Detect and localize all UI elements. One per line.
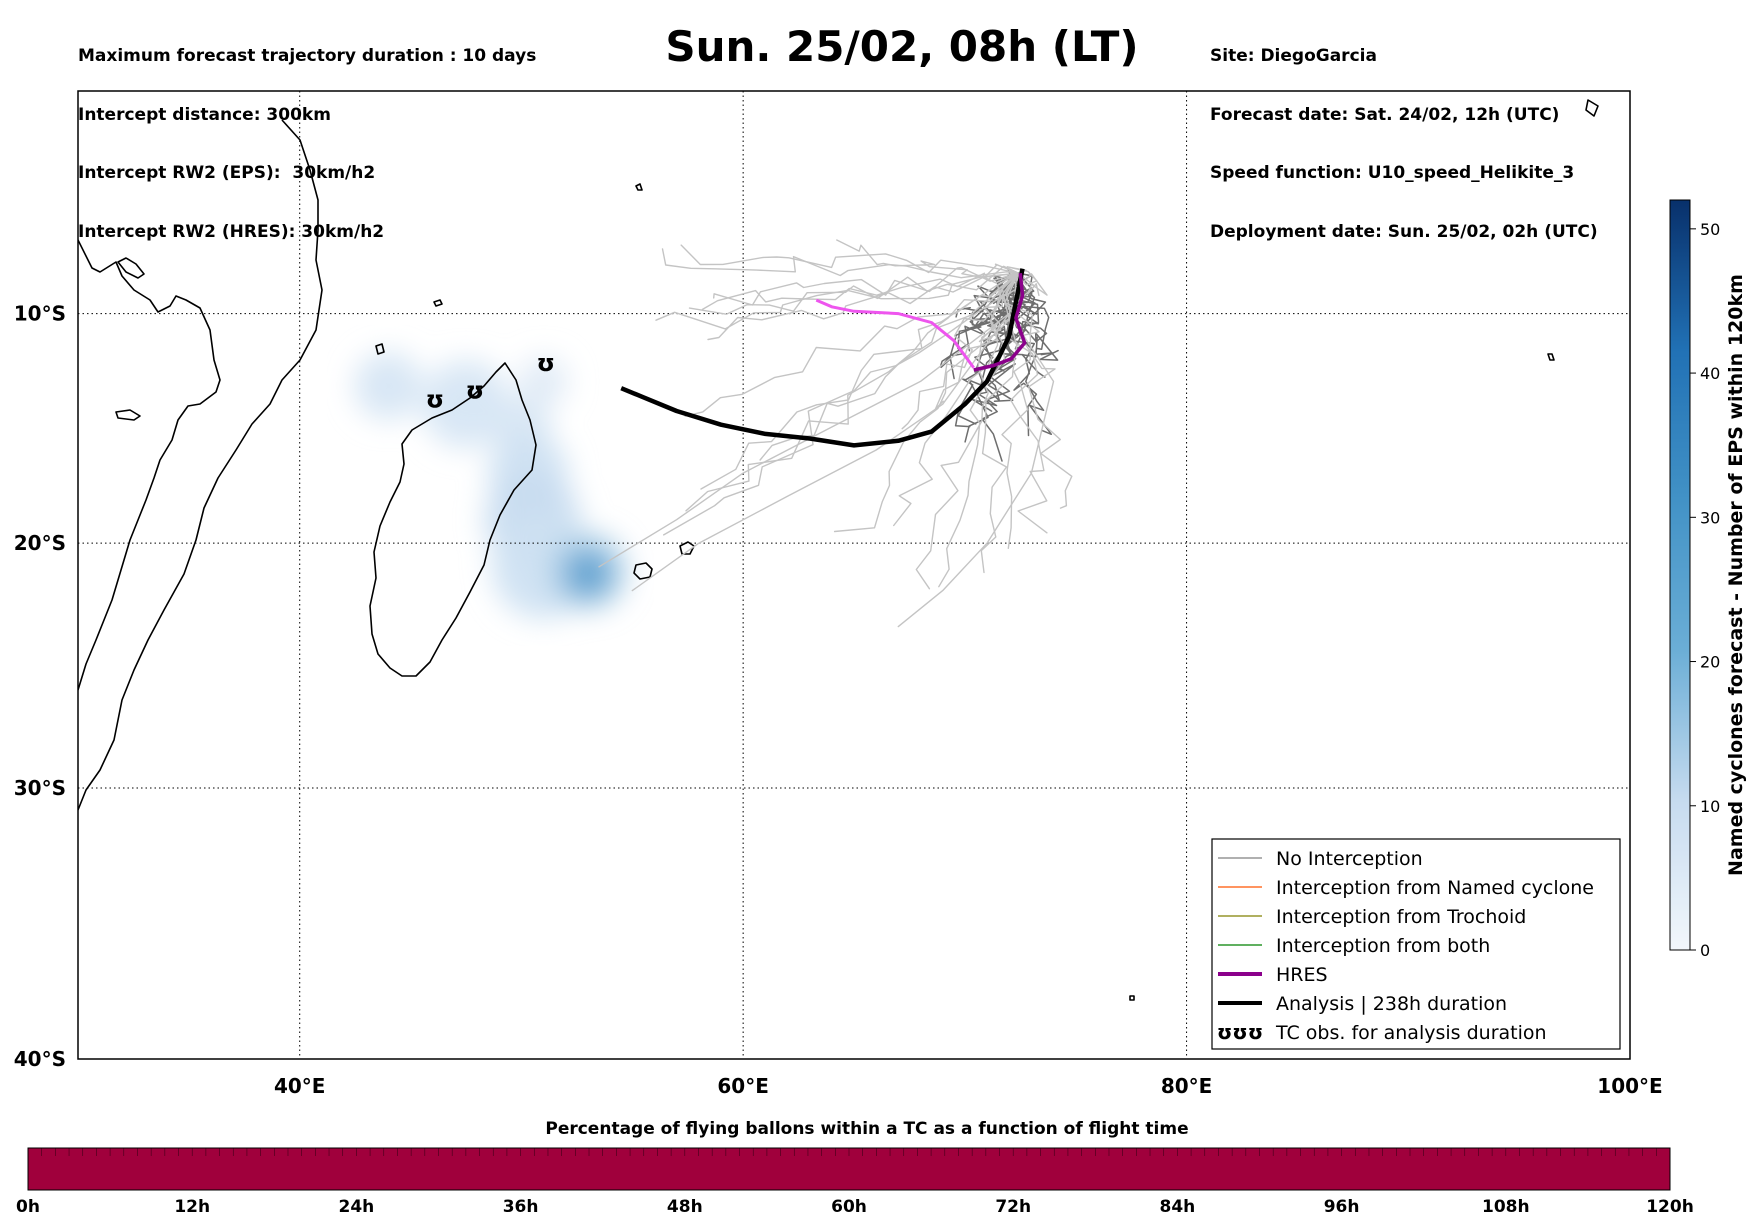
hres-track [973,273,1027,372]
tc-observations: ʊ ʊʊ [426,349,555,413]
legend-symbol: ʊʊʊ [1217,1020,1263,1044]
africa-coastline [78,239,221,691]
mauritius-coastline [633,562,653,580]
ensemble-track [663,272,1019,536]
ensemble-track [631,312,1010,592]
ensemble-track [685,272,1019,512]
header-info-right: Site: DiegoGarcia Forecast date: Sat. 24… [1210,8,1598,262]
island [1585,99,1599,117]
longitude-ticks: 40°E 60°E 80°E 100°E [274,1074,1663,1098]
ensemble-track [707,272,1019,341]
ensemble-track [974,271,1026,368]
flight-bar-tick-label: 48h [667,1197,703,1217]
latitude-tick-label: 10°S [14,302,66,326]
ensemble-track [684,272,1019,417]
latitude-tick-label: 40°S [14,1047,66,1071]
africa-coastline-north [78,119,323,811]
header-line: Intercept RW2 (EPS): 30km/h2 [78,163,376,183]
ensemble-track [893,272,1019,527]
eps-colorbar-gradient [1669,199,1691,951]
flight-bar-tick-label: 120h [1646,1197,1694,1217]
eps-colorbar: 0 10 20 30 40 50 Named cyclones forecast - Nu… [1669,199,1747,960]
longitude-tick-label: 40°E [274,1074,326,1098]
ensemble-track [1001,272,1034,549]
header-line: Intercept RW2 (HRES): 30km/h2 [78,221,385,242]
ensemble-track [688,265,1019,315]
ensemble-track [661,248,1019,279]
madagascar-coastline [369,362,537,677]
ensemble-tracks [598,239,1073,628]
flight-bar-tick-label: 72h [995,1197,1031,1217]
coastlines [78,99,1599,1001]
island [635,183,643,191]
header-line: Forecast date: Sat. 24/02, 12h (UTC) [1210,104,1560,125]
map-frame [77,90,1631,1060]
island [375,343,385,355]
legend-frame [1211,838,1621,1050]
island [115,409,141,421]
colorbar-tick-label: 30 [1700,508,1720,527]
colorbar-tick-label: 10 [1700,797,1720,816]
legend-label: Interception from both [1276,935,1490,957]
latitude-tick-label: 20°S [14,531,66,555]
header-info-left: Maximum forecast trajectory duration : 1… [78,8,536,262]
flight-bar-tick-label: 24h [339,1197,375,1217]
legend: No Interception Interception from Named c… [1211,838,1621,1050]
density-cell [519,357,568,406]
legend-label: Analysis | 238h duration [1276,993,1507,1015]
ensemble-track [598,312,1010,568]
reunion-coastline [679,541,695,555]
header-line: Deployment date: Sun. 25/02, 02h (UTC) [1210,221,1598,242]
legend-label: Interception from Named cyclone [1276,877,1594,899]
tc-observation-marker: ʊ [466,376,485,404]
island [1547,353,1555,361]
hres-track-pink [815,298,975,369]
flight-bar-tick-label: 60h [831,1197,867,1217]
ensemble-track [836,239,1019,279]
density-cell [565,551,610,596]
island [1129,995,1135,1001]
flight-bar-tick-label: 0h [16,1197,40,1217]
flight-time-bar: Percentage of flying ballons within a TC… [16,1119,1694,1217]
flight-bar-tick-label: 36h [503,1197,539,1217]
page-title: Sun. 25/02, 08h (LT) [665,22,1139,71]
ensemble-track [713,266,1019,306]
ensemble-track [897,312,1055,628]
flight-bar-title: Percentage of flying ballons within a TC… [545,1119,1188,1139]
legend-label: Interception from Trochoid [1276,906,1526,928]
header-line: Speed function: U10_speed_Helikite_3 [1210,163,1575,183]
header-line: Intercept distance: 300km [78,104,331,125]
longitude-tick-label: 80°E [1161,1074,1213,1098]
flight-bar-tick-label: 108h [1482,1197,1530,1217]
island [433,299,443,307]
colorbar-tick-label: 0 [1700,941,1710,960]
tc-observation-marker: ʊ [537,349,556,377]
latitude-ticks: 10°S 20°S 30°S 40°S [14,302,66,1071]
flight-bar-tick-label: 96h [1324,1197,1360,1217]
ensemble-track [1010,272,1073,509]
tc-observation-marker: ʊ [426,386,445,414]
graticule [78,91,1630,1059]
legend-label: HRES [1276,964,1328,986]
ensemble-track [680,244,1019,274]
legend-label: No Interception [1276,848,1423,870]
legend-label: TC obs. for analysis duration [1275,1022,1547,1044]
header-line: Site: DiegoGarcia [1210,46,1377,66]
longitude-tick-label: 100°E [1597,1074,1662,1098]
island [117,257,145,279]
latitude-tick-label: 30°S [14,776,66,800]
ensemble-track [955,272,1019,318]
longitude-tick-label: 60°E [717,1074,769,1098]
eps-colorbar-label: Named cyclones forecast - Number of EPS … [1725,274,1747,876]
colorbar-tick-label: 50 [1700,220,1720,239]
colorbar-tick-label: 40 [1700,364,1720,383]
analysis-track [620,268,1025,448]
flight-bar-tick-label: 12h [174,1197,210,1217]
cyclone-density-field [354,351,626,619]
header-line: Maximum forecast trajectory duration : 1… [78,46,537,66]
flight-bar-tick-label: 84h [1160,1197,1196,1217]
density-cell [354,351,423,420]
colorbar-tick-label: 20 [1700,653,1720,672]
